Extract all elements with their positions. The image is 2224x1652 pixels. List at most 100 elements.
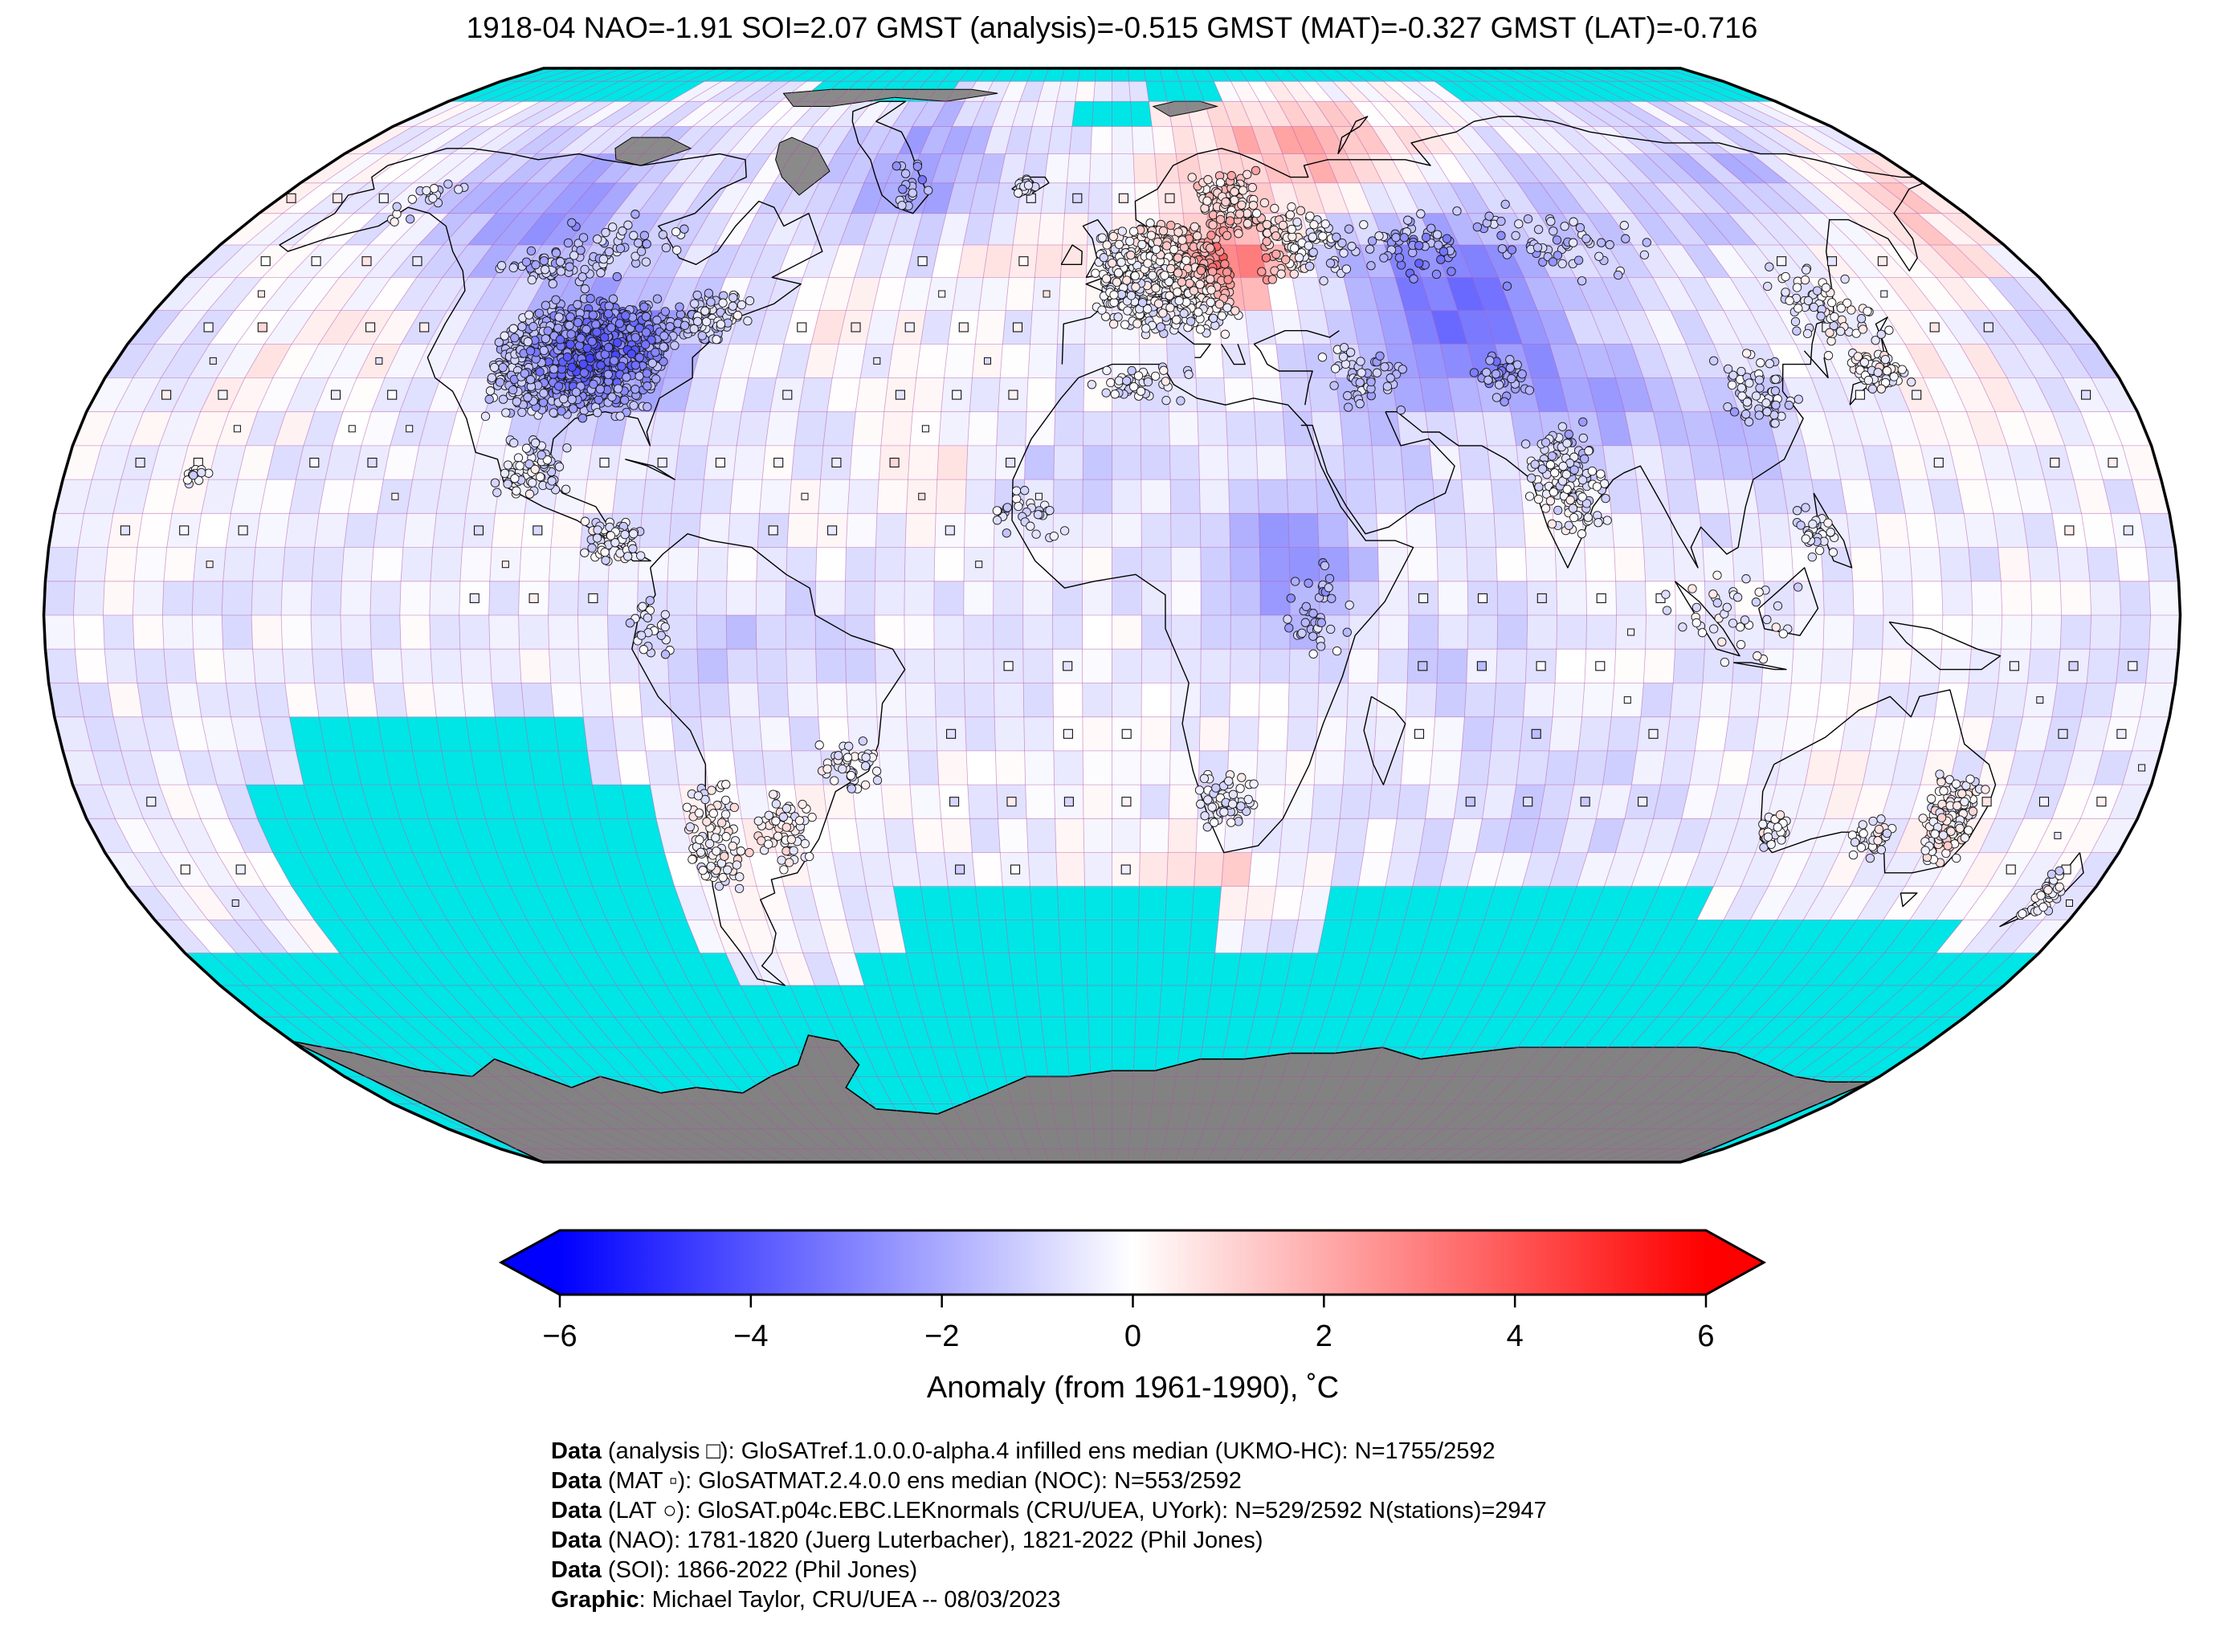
grid-cell bbox=[1175, 68, 1198, 82]
grid-cell bbox=[1377, 310, 1413, 345]
grid-cell bbox=[1169, 411, 1199, 446]
grid-cell bbox=[172, 479, 209, 514]
grid-cell bbox=[642, 716, 675, 751]
grid-cell bbox=[651, 81, 705, 102]
grid-cell bbox=[1515, 985, 1558, 1018]
grid-cell bbox=[1683, 101, 1752, 127]
grid-cell bbox=[494, 952, 542, 985]
grid-cell bbox=[48, 683, 84, 717]
grid-cell bbox=[759, 479, 792, 514]
grid-cell bbox=[543, 182, 594, 214]
grid-cell bbox=[1954, 952, 2014, 985]
grid-cell bbox=[1254, 411, 1286, 446]
station-marker bbox=[718, 872, 728, 883]
grid-cell bbox=[1640, 683, 1674, 717]
grid-cell bbox=[877, 126, 912, 154]
grid-cell bbox=[1171, 547, 1202, 581]
analysis-marker bbox=[1523, 797, 1533, 807]
grid-cell bbox=[1034, 952, 1063, 985]
coastline bbox=[1900, 892, 1918, 908]
grid-cell bbox=[1672, 81, 1739, 102]
grid-cell bbox=[845, 581, 875, 615]
grid-cell bbox=[172, 377, 217, 412]
analysis-marker bbox=[1476, 661, 1487, 671]
grid-cell bbox=[1248, 344, 1280, 378]
grid-cell bbox=[1986, 479, 2023, 514]
grid-cell bbox=[1022, 1047, 1048, 1077]
grid-cell bbox=[1531, 377, 1568, 412]
station-marker bbox=[503, 479, 512, 489]
grid-cell bbox=[936, 479, 967, 514]
grid-cell bbox=[993, 581, 1023, 615]
analysis-marker bbox=[917, 256, 928, 267]
grid-cell bbox=[448, 1017, 504, 1048]
grid-cell bbox=[1376, 513, 1408, 548]
grid-cell bbox=[1055, 377, 1084, 412]
grid-cell bbox=[436, 479, 471, 514]
grid-cell bbox=[776, 344, 811, 378]
grid-cell bbox=[1727, 818, 1768, 853]
grid-cell bbox=[1413, 344, 1448, 378]
grid-cell bbox=[1197, 411, 1228, 446]
grid-cell bbox=[721, 68, 765, 82]
grid-cell bbox=[432, 683, 466, 717]
grid-cell bbox=[1596, 411, 1632, 446]
grid-cell bbox=[1936, 920, 1990, 953]
grid-cell bbox=[1687, 153, 1744, 183]
mat-marker bbox=[984, 357, 991, 365]
station-marker bbox=[671, 226, 681, 237]
grid-cell bbox=[1434, 683, 1467, 717]
grid-cell bbox=[1443, 213, 1484, 245]
grid-cell bbox=[1540, 182, 1586, 214]
grid-cell bbox=[1028, 344, 1058, 378]
station-marker bbox=[565, 340, 575, 349]
grid-cell bbox=[1858, 1047, 1924, 1077]
grid-cell bbox=[1303, 852, 1336, 887]
grid-cell bbox=[1238, 68, 1265, 82]
grid-cell bbox=[328, 852, 374, 887]
grid-cell bbox=[1054, 411, 1083, 446]
analysis-marker bbox=[367, 457, 377, 468]
grid-cell bbox=[912, 818, 945, 853]
grid-cell bbox=[43, 581, 75, 615]
grid-cell bbox=[969, 1017, 1000, 1048]
grid-cell bbox=[1211, 126, 1240, 154]
grid-cell bbox=[413, 101, 486, 127]
grid-cell bbox=[1257, 479, 1288, 514]
grid-cell bbox=[1405, 1017, 1444, 1048]
grid-cell bbox=[1524, 277, 1565, 311]
grid-cell bbox=[1508, 245, 1550, 278]
grid-cell bbox=[1411, 126, 1454, 154]
station-marker bbox=[487, 373, 497, 383]
analysis-marker bbox=[1536, 593, 1547, 603]
grid-cell bbox=[679, 411, 713, 446]
grid-cell bbox=[1511, 886, 1550, 920]
grid-cell bbox=[134, 649, 167, 683]
grid-cell bbox=[1562, 985, 1608, 1018]
station-marker bbox=[582, 343, 592, 353]
grid-cell bbox=[905, 683, 937, 717]
grid-cell bbox=[2042, 310, 2097, 345]
grid-cell bbox=[847, 716, 879, 751]
mat-marker bbox=[348, 425, 356, 433]
grid-cell bbox=[471, 182, 526, 214]
grid-cell bbox=[1023, 716, 1054, 751]
grid-cell bbox=[1159, 68, 1181, 82]
grid-cell bbox=[1617, 310, 1659, 345]
grid-cell bbox=[201, 479, 238, 514]
grid-cell bbox=[1010, 68, 1034, 82]
grid-cell bbox=[1671, 818, 1711, 853]
grid-cell bbox=[513, 818, 553, 853]
station-marker bbox=[858, 736, 868, 746]
grid-cell bbox=[1316, 81, 1352, 102]
analysis-marker bbox=[2081, 390, 2091, 400]
grid-cell bbox=[920, 126, 953, 154]
grid-cell bbox=[373, 310, 421, 345]
grid-cell bbox=[1279, 818, 1312, 853]
coastline bbox=[1253, 330, 1340, 406]
grid-cell bbox=[1336, 818, 1369, 853]
grid-cell bbox=[1406, 683, 1437, 717]
station-marker bbox=[515, 461, 524, 471]
grid-cell bbox=[289, 716, 325, 751]
grid-cell bbox=[732, 750, 766, 785]
